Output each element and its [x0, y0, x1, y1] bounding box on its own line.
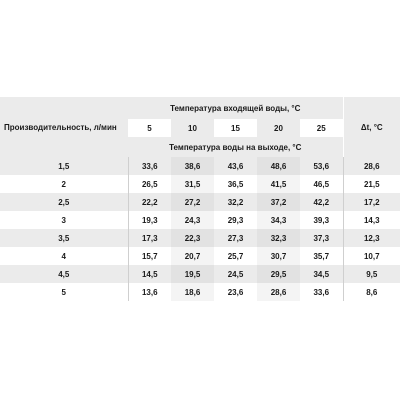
flow-rate-cell: 2	[61, 179, 66, 189]
outlet-temp-cell: 38,6	[171, 157, 214, 175]
flow-rate-cell: 4,5	[0, 265, 128, 283]
outlet-temp-cell: 13,6	[127, 283, 171, 301]
outlet-temp-cell: 32,2	[214, 193, 257, 211]
table-row: 3 19,3 24,3 29,3 34,3 39,3 14,3	[0, 211, 400, 229]
delta-t-cell: 10,7	[342, 247, 400, 265]
flow-rate-cell: 1,5	[0, 157, 128, 175]
outlet-temp-cell: 46,5	[313, 179, 330, 189]
flow-rate-cell: 3,5	[0, 229, 128, 247]
outlet-temp-cell: 35,7	[313, 251, 330, 261]
flow-rate-cell: 4	[61, 251, 66, 261]
delta-t-header: Δt, °С	[342, 97, 400, 157]
table-body: 1,5 33,6 38,6 43,6 48,6 53,6 28,6 2 26,5 31,5 36,5…	[0, 157, 400, 301]
outlet-temp-cell: 17,3	[127, 229, 171, 247]
inlet-temp-cell: 20	[257, 119, 300, 137]
outlet-temp-cell: 27,3	[214, 229, 257, 247]
outlet-temp-cell: 53,6	[300, 157, 343, 175]
outlet-temp-cell: 20,7	[171, 247, 214, 265]
outlet-temp-cell: 36,5	[227, 179, 244, 189]
flow-rate-cell: 2,5	[0, 193, 128, 211]
outlet-temp-cell: 43,6	[214, 157, 257, 175]
table-row: 4,5 14,5 19,5 24,5 29,5 34,5 9,5	[0, 265, 400, 283]
water-heater-performance-table: Производительность, л/мин Температура вх…	[0, 97, 400, 301]
outlet-temp-cell: 24,3	[171, 211, 214, 229]
table-row: 2 26,5 31,5 36,5 41,5 46,5 21,5	[0, 175, 400, 193]
outlet-temp-cell: 48,6	[257, 157, 300, 175]
inlet-temp-cell: 25	[300, 119, 343, 137]
outlet-temp-cell: 27,2	[171, 193, 214, 211]
inlet-temp-cell: 15	[214, 119, 257, 137]
table-row: 5 13,6 18,6 23,6 28,6 33,6 8,6	[0, 283, 400, 301]
outlet-temp-cell: 37,3	[300, 229, 343, 247]
flow-rate-cell: 3	[61, 215, 66, 225]
table-row: 1,5 33,6 38,6 43,6 48,6 53,6 28,6	[0, 157, 400, 175]
delta-t-cell: 21,5	[342, 175, 400, 193]
outlet-temp-cell: 19,3	[127, 211, 171, 229]
delta-t-cell: 28,6	[342, 157, 400, 175]
delta-t-cell: 14,3	[342, 211, 400, 229]
outlet-temp-cell: 39,3	[313, 215, 330, 225]
outlet-temp-cell: 26,5	[127, 175, 171, 193]
outlet-temp-cell: 18,6	[171, 283, 214, 301]
inlet-temp-cell: 10	[171, 119, 214, 137]
outlet-temp-cell: 22,2	[127, 193, 171, 211]
outlet-temp-cell: 29,5	[257, 265, 300, 283]
outlet-temp-cell: 33,6	[127, 157, 171, 175]
delta-t-cell: 12,3	[342, 229, 400, 247]
outlet-temperature-header: Температура воды на выходе, °С	[169, 142, 302, 152]
table-row: 2,5 22,2 27,2 32,2 37,2 42,2 17,2	[0, 193, 400, 211]
outlet-temp-cell: 22,3	[171, 229, 214, 247]
header-row-inlet: Производительность, л/мин Температура вх…	[0, 97, 400, 157]
outlet-temp-cell: 41,5	[257, 175, 300, 193]
outlet-temp-cell: 19,5	[171, 265, 214, 283]
outlet-temp-cell: 33,6	[313, 287, 330, 297]
outlet-temp-cell: 34,3	[257, 211, 300, 229]
outlet-temp-cell: 30,7	[257, 247, 300, 265]
outlet-temp-cell: 24,5	[214, 265, 257, 283]
outlet-temp-cell: 15,7	[127, 247, 171, 265]
delta-t-cell: 9,5	[342, 265, 400, 283]
outlet-temp-cell: 25,7	[227, 251, 244, 261]
outlet-temp-cell: 28,6	[257, 283, 300, 301]
delta-t-cell: 17,2	[342, 193, 400, 211]
outlet-temp-cell: 31,5	[171, 175, 214, 193]
delta-t-cell: 8,6	[342, 283, 400, 301]
inlet-temp-cell: 5	[128, 119, 171, 137]
flow-rate-cell: 5	[61, 287, 66, 297]
outlet-temp-cell: 29,3	[227, 215, 244, 225]
header-row-temps: 5 10 15 20 25	[0, 119, 400, 137]
inlet-temperature-header: Температура входящей воды, °С	[170, 103, 301, 113]
table-row: 3,5 17,3 22,3 27,3 32,3 37,3 12,3	[0, 229, 400, 247]
table-row: 4 15,7 20,7 25,7 30,7 35,7 10,7	[0, 247, 400, 265]
outlet-temp-cell: 34,5	[300, 265, 343, 283]
outlet-temp-cell: 37,2	[257, 193, 300, 211]
outlet-temp-cell: 32,3	[257, 229, 300, 247]
outlet-temp-cell: 14,5	[127, 265, 171, 283]
flow-rate-header: Производительность, л/мин	[0, 97, 128, 157]
outlet-temp-cell: 23,6	[227, 287, 244, 297]
outlet-temp-cell: 42,2	[300, 193, 343, 211]
